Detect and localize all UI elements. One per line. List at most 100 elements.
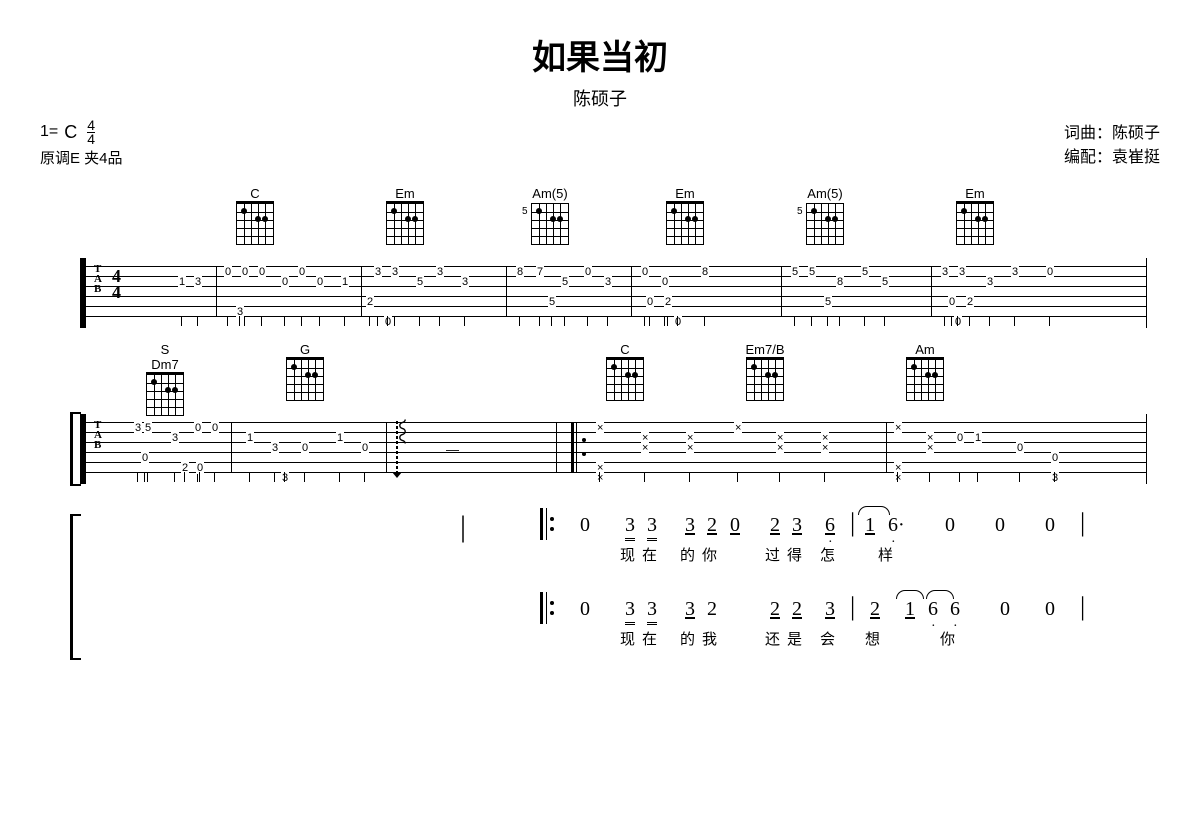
tab-number: 0 [241,266,249,278]
tab-number: 3 [1011,266,1019,278]
tab-number: 3 [941,266,949,278]
capo-text: 原调E 夹4品 [40,147,123,168]
jianpu-note: 3 [647,598,657,625]
tab-number: 0 [1051,452,1059,464]
tab-number: 5 [824,296,832,308]
jianpu-note: 1 [905,598,915,621]
jianpu-note: 0 [1045,514,1055,537]
song-title: 如果当初 [40,30,1160,79]
tab-number: 5 [548,296,556,308]
tab-number: 1 [974,432,982,444]
tab-number: 3 [374,266,382,278]
lyric-char: 过 [765,544,780,565]
lyric-char: 的 [680,628,695,649]
lyric-char: 怎 [820,544,835,565]
tab-number: 0 [281,276,289,288]
tab-number: 3 [1051,472,1059,484]
tab-number: 0 [361,442,369,454]
tab-number: 0 [674,316,682,328]
tab-number: 0 [646,296,654,308]
artist-name: 陈硕子 [40,85,1160,111]
tab-number: 3 [461,276,469,288]
tab-system-1: CEmAm(5)5EmAm(5)5Em TAB 44 1300000013335… [40,186,1160,328]
tab-number: 1 [336,432,344,444]
jianpu-note: 3 [685,514,695,537]
time-signature: 4 4 [87,119,95,145]
jianpu-note: 3 [825,598,835,621]
tab-number: 7 [536,266,544,278]
tab-number: 0 [141,452,149,464]
lyric-char: 现 [620,544,635,565]
jianpu-note: 2 [707,598,717,621]
lyric-char: 会 [820,628,835,649]
jianpu-note: 3 [625,514,635,541]
tab-number: × [894,472,902,484]
tab-number: × [894,422,902,434]
tab-number: 0 [211,422,219,434]
chord-diagram: Am [900,342,950,401]
tab-number: 0 [384,316,392,328]
tab-number: 3 [604,276,612,288]
jianpu-note: 2 [770,514,780,537]
tab-number: 1 [178,276,186,288]
tab-number: 3 [134,422,142,434]
tab-number: 8 [836,276,844,288]
jianpu-note: 0 [995,514,1005,537]
tab-number: 0 [954,316,962,328]
tab-number: 0 [956,432,964,444]
lyricist-label: 词曲： [1064,125,1112,142]
tab-number: 0 [224,266,232,278]
tab-number: 0 [258,266,266,278]
key-value: C [64,122,77,143]
jianpu-note: 2 [707,514,717,537]
tab-number: 5 [861,266,869,278]
meta-row: 1= C 4 4 原调E 夹4品 词曲：陈硕子 编配：袁崔挺 [40,119,1160,168]
tab-number: 3 [171,432,179,444]
tab-number: × [776,442,784,454]
lyric-char: 是 [787,628,802,649]
tab-number: 0 [1046,266,1054,278]
key-label: 1= [40,123,58,141]
tab-number: 3 [281,472,289,484]
tab-number: × [596,472,604,484]
tab-number: 0 [301,442,309,454]
jianpu-note: 0 [945,514,955,537]
tab-number: × [821,442,829,454]
tab-number: 5 [881,276,889,288]
arranger-label: 编配： [1064,149,1112,166]
jianpu-note: 2 [770,598,780,621]
tab-number: 0 [1016,442,1024,454]
jianpu-note: 0 [580,514,590,537]
chord-diagram: Em [660,186,710,245]
tab-number: 2 [966,296,974,308]
jianpu-note: 3 [647,514,657,541]
chord-diagram: SDm7 [140,342,190,416]
tab-number: 0 [661,276,669,288]
jianpu-note: 6 [928,598,938,621]
tab-number: 3 [236,306,244,318]
tab-number: 2 [664,296,672,308]
chord-diagram: Am(5)5 [800,186,850,245]
lyric-char: 你 [702,544,717,565]
jianpu-note: 3 [685,598,695,621]
chord-diagram: Em [380,186,430,245]
tab-number: 3 [986,276,994,288]
tab-number: 3 [271,442,279,454]
tab-number: 3 [391,266,399,278]
chord-diagram: Am(5)5 [525,186,575,245]
chord-diagram: Em [950,186,1000,245]
tab-number: 3 [958,266,966,278]
jianpu-note: 0 [580,598,590,621]
lyricist-name: 陈硕子 [1112,125,1160,142]
tab-number: 2 [181,462,189,474]
chord-diagram: C [230,186,280,245]
jianpu-note: 3 [792,514,802,537]
tab-number: 8 [701,266,709,278]
lyric-char: 还 [765,628,780,649]
jianpu-note: 3 [625,598,635,625]
jianpu-note: 0 [1000,598,1010,621]
lyric-char: 想 [865,628,880,649]
chord-diagram: C [600,342,650,401]
tab-number: × [686,442,694,454]
tab-number: 0 [298,266,306,278]
